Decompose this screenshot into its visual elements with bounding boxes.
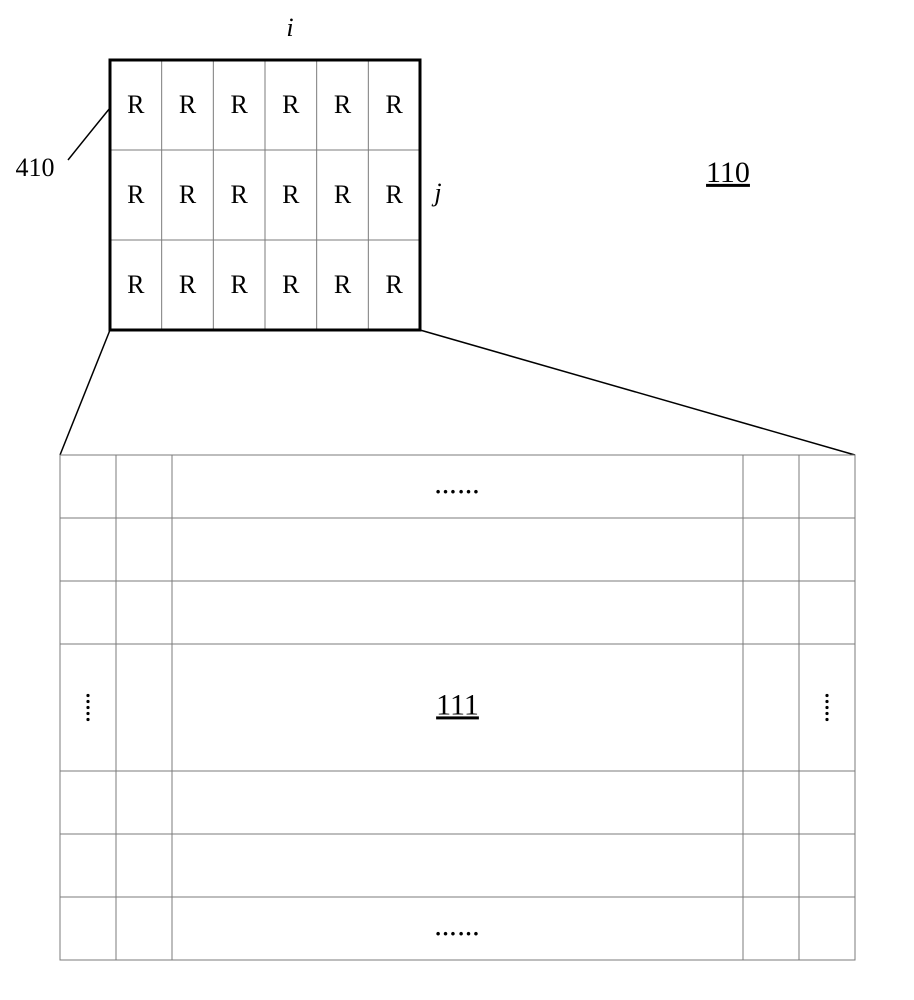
detail-cell-label: R bbox=[385, 90, 403, 119]
detail-cell-label: R bbox=[282, 90, 300, 119]
label-111: 111 bbox=[436, 688, 479, 721]
label-110: 110 bbox=[706, 156, 750, 189]
vdots-right bbox=[825, 706, 828, 709]
detail-grid: R R R R R R R R R R R R R R R R R R bbox=[110, 60, 420, 330]
ellipsis-bottom: …… bbox=[435, 916, 481, 941]
vdots-left bbox=[86, 694, 89, 697]
detail-cell-label: R bbox=[230, 90, 248, 119]
detail-cell-label: R bbox=[230, 270, 248, 299]
vdots-right bbox=[825, 718, 828, 721]
detail-cell-label: R bbox=[334, 270, 352, 299]
detail-cell-label: R bbox=[385, 180, 403, 209]
vdots-left bbox=[86, 718, 89, 721]
detail-cell-label: R bbox=[127, 90, 145, 119]
ellipsis-top: …… bbox=[435, 474, 481, 499]
detail-cell-label: R bbox=[334, 90, 352, 119]
vdots-right bbox=[825, 712, 828, 715]
projection-line-right bbox=[420, 330, 855, 455]
detail-cell-label: R bbox=[230, 180, 248, 209]
diagram-canvas: R R R R R R R R R R R R R R R R R Ri j 410 110 111 …… …… bbox=[0, 0, 914, 1000]
vdots-left bbox=[86, 712, 89, 715]
vdots-left bbox=[86, 700, 89, 703]
callout-410-label: 410 bbox=[16, 153, 55, 182]
detail-cell-label: R bbox=[179, 90, 197, 119]
vdots-left bbox=[86, 706, 89, 709]
detail-cell-label: R bbox=[127, 180, 145, 209]
projection-line-left bbox=[60, 330, 110, 455]
label-i: i bbox=[286, 13, 293, 42]
detail-cell-label: R bbox=[385, 270, 403, 299]
callout-410-leader bbox=[68, 108, 110, 160]
label-j: j bbox=[431, 178, 441, 207]
vdots-right bbox=[825, 700, 828, 703]
detail-cell-label: R bbox=[282, 180, 300, 209]
detail-cell-label: R bbox=[282, 270, 300, 299]
detail-cell-label: R bbox=[179, 180, 197, 209]
detail-cell-label: R bbox=[127, 270, 145, 299]
vdots-right bbox=[825, 694, 828, 697]
detail-cell-label: R bbox=[179, 270, 197, 299]
detail-cell-label: R bbox=[334, 180, 352, 209]
